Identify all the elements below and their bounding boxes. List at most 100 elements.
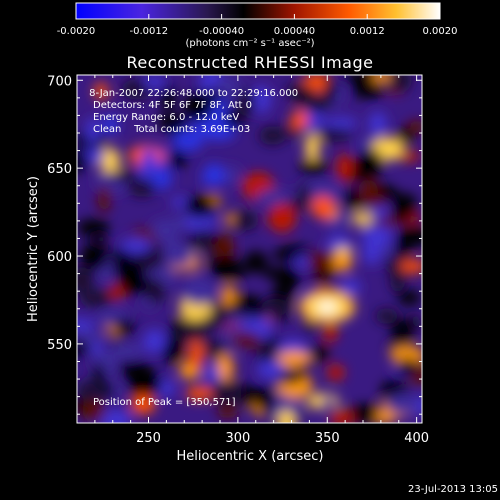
annotation-time-range: 8-Jan-2007 22:26:48.000 to 22:29:16.000 — [86, 88, 299, 99]
heatmap-blob — [256, 189, 290, 207]
heatmap-blob — [352, 83, 384, 99]
heatmap-blob — [397, 357, 418, 376]
heatmap-blob — [397, 226, 422, 247]
y-tick-label: 650 — [47, 162, 72, 177]
heatmap-blob — [94, 82, 108, 101]
heatmap-blob — [209, 255, 241, 280]
heatmap-blob — [160, 337, 184, 364]
heatmap-blob — [126, 369, 162, 398]
annotation-energy: Energy Range: 6.0 - 12.0 keV — [93, 112, 240, 123]
heatmap-blob — [375, 308, 399, 324]
heatmap-blob — [303, 94, 331, 113]
heatmap-blob — [143, 75, 167, 89]
heatmap-blob — [195, 227, 210, 251]
heatmap-blob — [268, 203, 296, 233]
heatmap-blob — [275, 266, 300, 294]
heatmap-blob — [156, 114, 187, 130]
annotation-peak-position: Position of Peak = [350,571] — [93, 397, 236, 408]
x-tick-label: 400 — [404, 431, 429, 446]
heatmap-blob — [390, 265, 405, 294]
heatmap-blob — [77, 219, 110, 237]
heatmap-blob — [299, 158, 328, 176]
heatmap-blob — [386, 393, 420, 415]
heatmap-blob — [240, 384, 257, 407]
colorbar-unit-label: (photons cm⁻² s⁻¹ asec⁻²) — [185, 38, 315, 49]
y-tick-label: 600 — [47, 250, 72, 265]
y-tick-label: 700 — [47, 74, 72, 89]
colorbar-tick-label: 0.0012 — [350, 26, 385, 37]
heatmap-blob — [286, 82, 310, 99]
heatmap-blob — [203, 338, 227, 359]
heatmap-blob — [259, 126, 287, 146]
heatmap-blob — [344, 75, 373, 85]
heatmap-blob — [244, 259, 267, 274]
heatmap-blob — [83, 147, 105, 164]
heatmap-blob — [161, 84, 175, 112]
heatmap-blob — [323, 117, 359, 129]
colorbar-tick-label: -0.0012 — [129, 26, 168, 37]
heatmap-blob — [261, 298, 291, 316]
heatmap-blob — [399, 260, 422, 272]
heatmap-blob — [363, 237, 381, 266]
heatmap-blob — [102, 115, 119, 134]
heatmap-blob — [172, 129, 204, 151]
heatmap-blob — [257, 360, 286, 380]
heatmap-blob — [327, 364, 345, 381]
heatmap-blob — [303, 318, 317, 334]
heatmap-blob — [413, 364, 422, 387]
heatmap-blob — [291, 109, 308, 131]
colorbar-tick-label: 0.0020 — [423, 26, 458, 37]
heatmap-blob — [379, 241, 393, 259]
heatmap-blob — [368, 111, 388, 136]
annotation-clean: Clean Total counts: 3.69E+03 — [93, 124, 251, 135]
chart-title: Reconstructed RHESSI Image — [126, 53, 374, 72]
heatmap-blob — [321, 394, 334, 411]
heatmap-blob — [211, 378, 243, 408]
heatmap-blob — [77, 318, 96, 331]
y-tick-label: 550 — [47, 338, 72, 353]
heatmap-blob — [99, 147, 120, 175]
x-tick-label: 300 — [225, 431, 250, 446]
heatmap-blob — [277, 410, 296, 423]
annotation-detectors: Detectors: 4F 5F 6F 7F 8F, Att 0 — [93, 100, 253, 111]
heatmap-blob — [77, 265, 92, 295]
heatmap-blob — [77, 152, 89, 172]
heatmap-blob — [230, 294, 265, 317]
x-axis-label: Heliocentric X (arcsec) — [177, 449, 324, 464]
heatmap-blob — [81, 399, 107, 422]
heatmap-blob — [369, 194, 385, 209]
y-axis-label: Heliocentric Y (arcsec) — [26, 176, 41, 322]
heatmap-blob — [396, 128, 414, 145]
heatmap-blob — [98, 409, 132, 423]
heatmap-blob — [85, 117, 100, 144]
heatmap-blob — [128, 178, 156, 197]
heatmap-blob — [390, 318, 414, 342]
axis-ticks: 250 300 350 400 550 600 650 700 — [47, 74, 429, 446]
heatmap-blob — [316, 127, 352, 142]
heatmap-blob — [215, 75, 243, 98]
heatmap-blob — [336, 153, 353, 183]
heatmap-blob — [189, 339, 204, 369]
colorbar — [75, 2, 441, 20]
heatmap-blob — [312, 196, 334, 220]
heatmap-blob — [111, 260, 145, 278]
heatmap-blob — [143, 329, 167, 354]
colorbar-tick-label: 0.00040 — [274, 26, 315, 37]
heatmap-blob — [307, 250, 343, 273]
heatmap-blob — [332, 254, 353, 272]
heatmap-blob — [176, 245, 193, 268]
heatmap-blob — [295, 255, 313, 268]
heatmap-blob — [372, 75, 391, 83]
heatmap-blob — [217, 405, 239, 419]
heatmap-blobs — [77, 75, 422, 423]
heatmap-blob — [350, 403, 379, 423]
heatmap-blob — [390, 203, 415, 222]
footer-date: 23-Jul-2013 13:05 — [407, 484, 498, 495]
heatmap-blob — [166, 151, 188, 168]
heatmap-blob — [329, 410, 356, 423]
heatmap-blob — [80, 242, 109, 271]
heatmap-peak — [319, 302, 336, 312]
heatmap-blob — [339, 279, 362, 295]
heatmap-blob — [77, 341, 91, 356]
